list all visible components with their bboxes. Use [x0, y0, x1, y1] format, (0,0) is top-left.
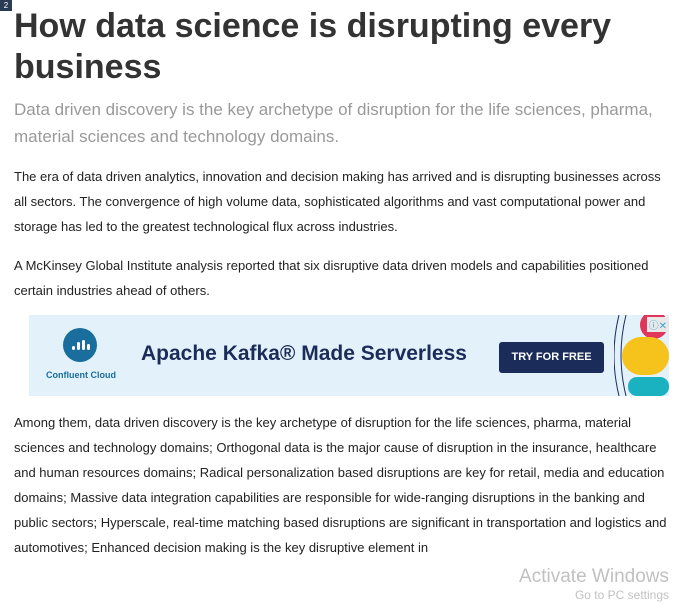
- corner-badge: 2: [0, 0, 12, 11]
- paragraph-3: Among them, data driven discovery is the…: [14, 410, 669, 560]
- ad-brand: Confluent Cloud: [46, 370, 116, 380]
- text-line: the banking and public sectors; Hypersca…: [14, 490, 645, 530]
- article-title: How data science is disrupting every bus…: [14, 0, 669, 88]
- activation-watermark: Activate Windows: [519, 566, 669, 587]
- text-line: healthcare and human resources domains; …: [14, 440, 657, 480]
- title-line: How data science is disrupting every: [14, 7, 612, 45]
- text-line: positioned certain industries ahead of o…: [14, 258, 649, 298]
- text-line: across all sectors. The convergence of h…: [14, 169, 661, 209]
- text-line: transportation and logistics and automot…: [14, 515, 667, 555]
- ad-banner[interactable]: Confluent Cloud Apache Kafka® Made Serve…: [29, 315, 669, 396]
- subtitle-line: Data driven discovery is the key archety…: [14, 100, 653, 119]
- text-line: and education domains; Massive data inte…: [14, 465, 665, 505]
- article-subtitle: Data driven discovery is the key archety…: [14, 96, 669, 150]
- title-line: business: [14, 48, 162, 86]
- text-line: A McKinsey Global Institute analysis rep…: [14, 258, 586, 273]
- text-line: The era of data driven analytics, innova…: [14, 169, 619, 184]
- paragraph-1: The era of data driven analytics, innova…: [14, 164, 669, 239]
- paragraph-2: A McKinsey Global Institute analysis rep…: [14, 253, 669, 303]
- text-line: sciences and technology domains; Orthogo…: [14, 440, 593, 455]
- subtitle-line: material sciences and technology domains…: [14, 127, 340, 146]
- text-line: power and storage has led to the greates…: [14, 194, 646, 234]
- try-for-free-button[interactable]: TRY FOR FREE: [499, 342, 604, 373]
- activation-watermark-sub: Go to PC settings: [574, 588, 669, 602]
- ad-close-button[interactable]: ⓘ✕: [646, 317, 669, 332]
- text-line: Among them, data driven discovery is the…: [14, 415, 632, 430]
- confluent-logo-icon: [63, 328, 97, 362]
- ad-headline[interactable]: Apache Kafka® Made Serverless: [141, 342, 467, 365]
